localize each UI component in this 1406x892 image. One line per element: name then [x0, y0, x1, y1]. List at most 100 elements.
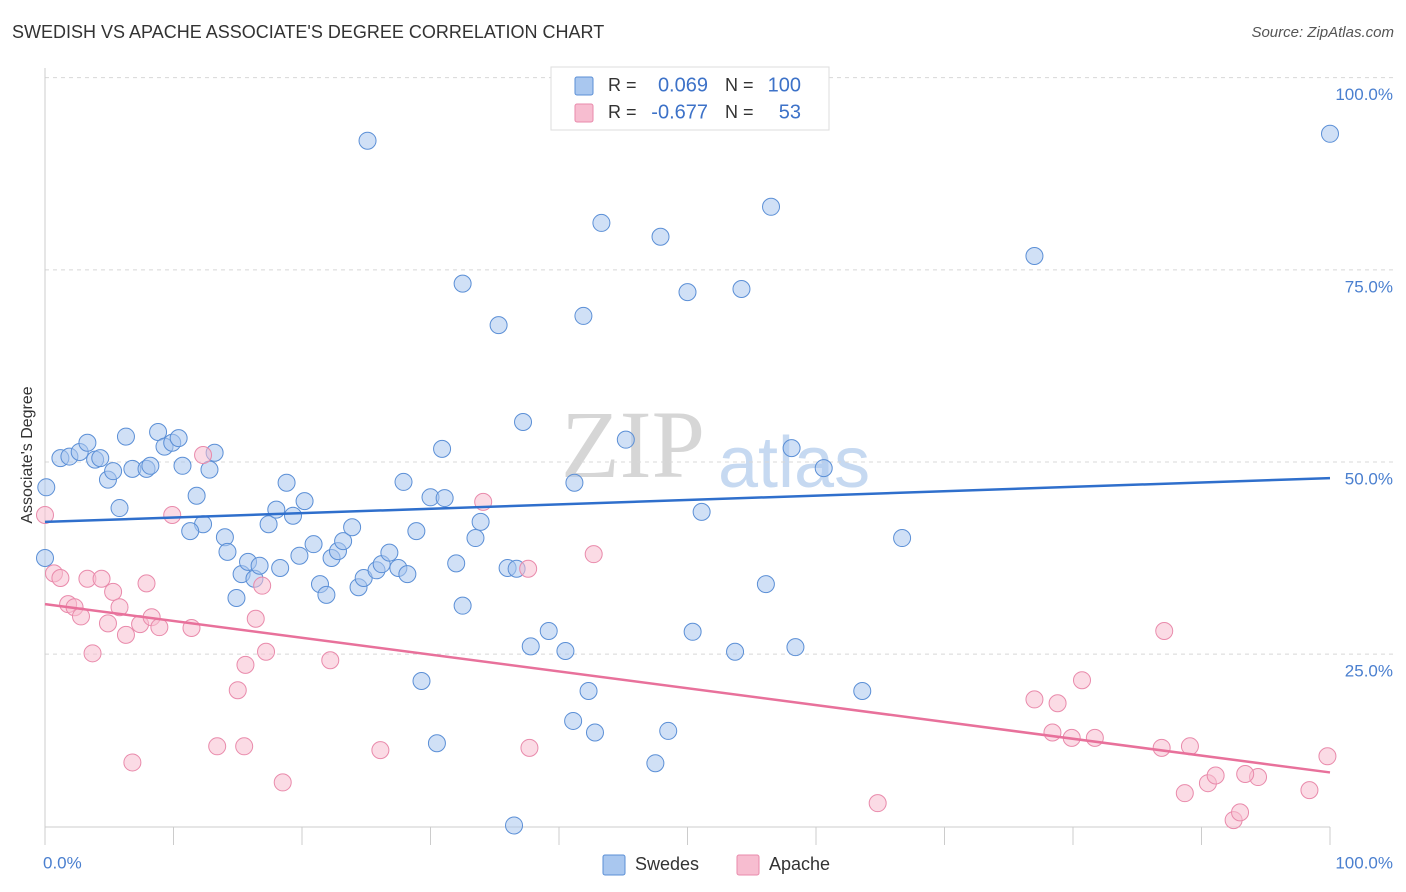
legend-entry: Swedes: [635, 854, 699, 874]
legend-r: 0.069: [658, 74, 708, 96]
point: [1025, 246, 1044, 265]
point: [756, 575, 775, 594]
point: [98, 614, 117, 633]
point: [394, 472, 413, 491]
point: [489, 316, 508, 335]
watermark: atlas: [718, 423, 870, 503]
point: [208, 737, 227, 756]
legend-label: N =: [725, 102, 754, 122]
point: [1175, 784, 1194, 803]
point: [267, 500, 286, 519]
point: [539, 622, 558, 641]
legend-swatch: [574, 76, 594, 96]
point: [36, 549, 54, 568]
point: [116, 427, 135, 446]
point: [227, 588, 246, 607]
point: [466, 529, 485, 548]
point: [141, 456, 160, 475]
point: [651, 227, 670, 246]
point: [427, 734, 446, 753]
point: [1025, 690, 1044, 709]
point: [358, 131, 377, 150]
point: [519, 559, 538, 578]
point: [564, 711, 583, 730]
point: [1152, 738, 1171, 757]
point: [215, 528, 234, 547]
point: [228, 681, 247, 700]
point: [150, 618, 169, 637]
source: Source: ZipAtlas.com: [1251, 24, 1394, 41]
point: [304, 535, 323, 554]
point: [453, 596, 472, 615]
point: [78, 433, 97, 452]
legend-box: [550, 66, 830, 131]
point: [317, 585, 336, 604]
point: [520, 738, 539, 757]
point: [782, 439, 801, 458]
legend-swatch: [602, 854, 626, 876]
point: [585, 723, 604, 742]
y-tick-label: 100.0%: [1335, 85, 1393, 104]
point: [447, 554, 466, 573]
point: [659, 721, 678, 740]
legend-label: R =: [608, 75, 637, 95]
point: [321, 651, 340, 670]
legend-swatch: [736, 854, 760, 876]
point: [1048, 694, 1067, 713]
point: [853, 681, 872, 700]
legend-label: R =: [608, 102, 637, 122]
point: [123, 753, 142, 772]
point: [194, 446, 213, 465]
point: [1236, 764, 1255, 783]
point: [277, 473, 296, 492]
point: [592, 213, 611, 232]
point: [343, 518, 362, 537]
point: [51, 568, 70, 587]
point: [1206, 766, 1225, 785]
point: [137, 574, 156, 593]
point: [104, 462, 123, 481]
point: [514, 412, 533, 431]
point: [110, 499, 129, 518]
point: [726, 642, 745, 661]
legend-n: 100: [768, 74, 801, 96]
point: [412, 671, 431, 690]
legend-label: N =: [725, 75, 754, 95]
point: [110, 598, 129, 617]
point: [814, 459, 833, 478]
point: [683, 622, 702, 641]
point: [253, 576, 272, 595]
point: [1043, 723, 1062, 742]
point: [407, 522, 426, 541]
y-axis-label: Associate's Degree: [19, 386, 36, 523]
point: [259, 515, 278, 534]
legend-n: 53: [779, 101, 801, 123]
point: [616, 430, 635, 449]
point: [398, 565, 417, 584]
point: [163, 505, 182, 524]
y-tick-label: 75.0%: [1345, 277, 1393, 296]
point: [37, 478, 56, 497]
point: [574, 306, 593, 325]
point: [732, 280, 751, 299]
point: [893, 529, 912, 548]
y-tick-label: 50.0%: [1345, 469, 1393, 488]
point: [284, 506, 303, 525]
point: [1072, 671, 1091, 690]
point: [556, 642, 575, 661]
point: [271, 559, 290, 578]
point: [762, 197, 781, 216]
point: [868, 794, 887, 813]
point: [579, 681, 598, 700]
trend-line: [44, 602, 1331, 774]
point: [678, 283, 697, 302]
x-tick-label: 100.0%: [1335, 853, 1393, 872]
point: [1321, 124, 1339, 143]
point: [371, 741, 390, 760]
point: [104, 582, 123, 601]
point: [1300, 781, 1319, 800]
point: [584, 545, 603, 564]
point: [218, 542, 237, 561]
point: [295, 492, 314, 511]
point: [181, 522, 200, 541]
